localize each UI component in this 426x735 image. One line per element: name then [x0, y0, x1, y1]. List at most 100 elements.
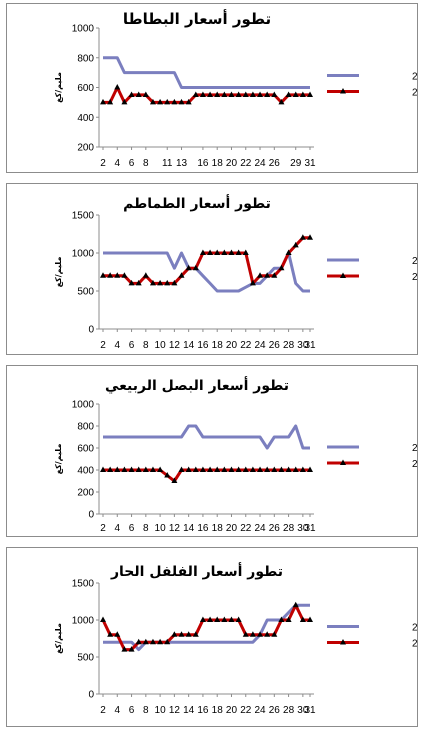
chart-potato: تطور أسعار البطاطا 200 400 600 800 1000 مليم/ك…	[54, 9, 417, 169]
series-2018-marker	[107, 631, 114, 637]
series-2018-marker	[171, 631, 178, 637]
chart-title: تطور أسعار الفلفل الحار	[110, 562, 283, 580]
x-tick-label: 20	[226, 158, 238, 169]
series-2018-marker	[278, 466, 285, 472]
series-2018-marker	[100, 98, 106, 105]
x-tick-label: 28	[283, 705, 295, 716]
series-2018-marker	[264, 272, 271, 278]
x-tick-label: 24	[254, 340, 266, 351]
x-tick-label: 28	[283, 340, 295, 351]
x-tick-label: 2	[100, 523, 106, 534]
x-tick-label: 31	[304, 158, 316, 169]
series-2018-marker	[192, 91, 199, 97]
series-2017-line	[103, 603, 310, 652]
x-tick-label: 20	[226, 523, 238, 534]
x-tick-label: 8	[143, 340, 149, 351]
series-2018-marker	[214, 91, 221, 97]
x-tick-label: 10	[155, 340, 167, 351]
x-tick-label: 8	[143, 523, 149, 534]
series-2018-marker	[242, 631, 249, 637]
x-tick-label: 31	[304, 705, 316, 716]
series-2018-marker	[185, 631, 192, 637]
y-tick-label: 400	[77, 466, 94, 477]
series-2018-marker	[264, 466, 271, 472]
series-2018-marker	[178, 466, 185, 472]
series-2018-marker	[185, 264, 192, 271]
series-2018-marker	[157, 466, 164, 472]
series-2018-marker	[100, 272, 106, 278]
chart-panel-onion: تطور أسعار البصل الربيعي 0 200 400 600 800 100…	[6, 365, 418, 537]
chart-panel-potato: تطور أسعار البطاطا 200 400 600 800 1000 مليم/ك…	[6, 3, 418, 173]
x-tick-label: 18	[212, 340, 224, 351]
series-2018-marker	[214, 466, 221, 472]
series-2018-line	[103, 86, 310, 104]
x-tick-label: 16	[197, 158, 209, 169]
series-2018-marker	[171, 477, 178, 483]
chart-panel-tomato: تطور أسعار الطماطم 0 500 1000 1500 مليم/كغ 2 4 6…	[6, 183, 418, 355]
series-2018-marker	[164, 638, 171, 645]
series-2018-marker	[128, 466, 135, 472]
series-2018-marker	[292, 91, 299, 97]
series-2018-marker	[185, 98, 192, 105]
y-tick-label: 500	[77, 287, 94, 298]
x-tick-label: 16	[197, 705, 209, 716]
series-2018-marker	[199, 91, 206, 97]
legend-label-2018: ماي 2018	[412, 639, 417, 650]
x-tick-label: 13	[176, 158, 188, 169]
y-axis-label: مليم/كغ	[54, 72, 63, 103]
series-2018-marker	[178, 272, 185, 278]
x-tick-label: 16	[197, 523, 209, 534]
x-tick-label: 4	[114, 705, 120, 716]
series-2018-marker	[207, 616, 214, 622]
x-tick-label: 24	[254, 523, 266, 534]
y-tick-label: 0	[88, 325, 94, 336]
x-tick-label: 20	[226, 340, 238, 351]
series-2018-marker	[128, 646, 135, 652]
y-tick-label: 200	[77, 143, 94, 154]
series-2018-marker	[228, 91, 235, 97]
y-tick-label: 200	[77, 488, 94, 499]
x-tick-label: 26	[269, 158, 281, 169]
series-2018-marker	[199, 616, 206, 622]
series-2018-marker	[278, 264, 285, 271]
x-tick-label: 31	[304, 340, 316, 351]
x-tick-label: 22	[240, 523, 252, 534]
x-tick-label: 14	[183, 523, 195, 534]
series-2018-marker	[257, 466, 264, 472]
x-tick-label: 4	[114, 158, 120, 169]
legend-label-2018: ماي 2018	[412, 88, 417, 99]
series-2018-marker	[221, 91, 228, 97]
x-tick-label: 26	[269, 340, 281, 351]
series-2018-marker	[235, 249, 242, 255]
chart-title: تطور أسعار الطماطم	[123, 194, 271, 212]
y-tick-label: 1000	[72, 249, 95, 260]
y-tick-label: 1500	[72, 579, 95, 590]
chart-pepper: تطور أسعار الفلفل الحار 0 500 1000 1500 مليم/…	[54, 562, 417, 716]
series-2018-marker	[242, 91, 249, 97]
series-2018-marker	[242, 249, 249, 255]
series-2018-marker	[149, 466, 156, 472]
y-tick-label: 1000	[72, 24, 95, 35]
series-2018-marker	[100, 466, 106, 472]
legend-marker-2018	[340, 639, 346, 645]
x-tick-label: 30	[297, 340, 309, 351]
series-2018-marker	[171, 98, 178, 105]
x-tick-label: 6	[129, 523, 135, 534]
x-tick-label: 14	[183, 705, 195, 716]
legend-label-2018: ماي 2018	[412, 272, 417, 283]
series-2018-marker	[228, 466, 235, 472]
series-2018-marker	[121, 98, 128, 105]
series-2018-marker	[142, 638, 149, 645]
legend-label-2017: ماي 2017	[412, 623, 417, 634]
series-2018-marker	[199, 466, 206, 472]
series-2018-marker	[199, 249, 206, 255]
y-tick-label: 0	[88, 510, 94, 521]
series-2017-line	[103, 424, 310, 450]
legend-label-2017: ماي 2017	[412, 72, 417, 83]
y-axis-label: مليم/كغ	[54, 444, 63, 475]
y-tick-label: 800	[77, 53, 94, 64]
series-2018-marker	[149, 638, 156, 645]
chart-title: تطور أسعار البطاطا	[123, 9, 271, 28]
series-2018-marker	[121, 466, 128, 472]
x-tick-label: 6	[129, 705, 135, 716]
